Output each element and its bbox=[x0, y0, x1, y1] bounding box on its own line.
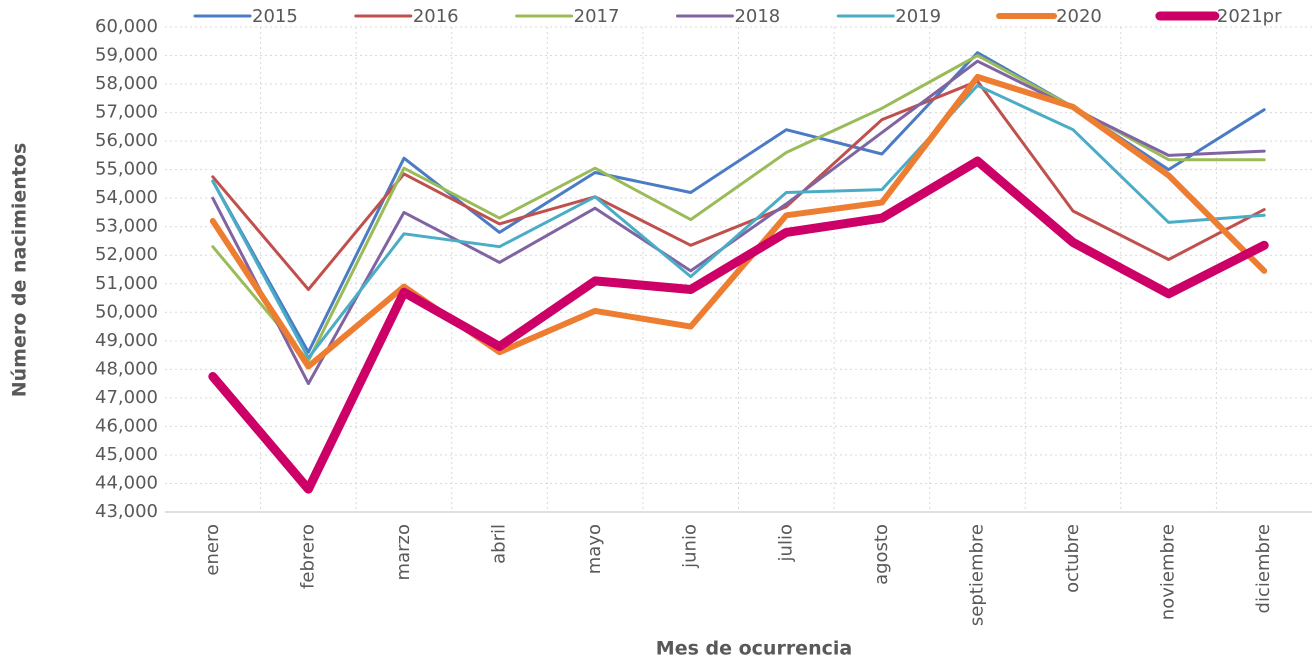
y-tick-label: 51,000 bbox=[95, 273, 158, 294]
x-tick-label: noviembre bbox=[1158, 524, 1179, 620]
x-tick-label: junio bbox=[680, 524, 701, 569]
y-tick-label: 60,000 bbox=[95, 16, 158, 37]
y-tick-label: 48,000 bbox=[95, 358, 158, 379]
x-tick-label: diciembre bbox=[1253, 524, 1274, 613]
y-tick-label: 43,000 bbox=[95, 501, 158, 522]
legend-label: 2015 bbox=[252, 6, 298, 27]
legend-label: 2020 bbox=[1056, 6, 1102, 27]
y-tick-label: 46,000 bbox=[95, 415, 158, 436]
x-tick-label: septiembre bbox=[966, 524, 987, 626]
x-tick-label: mayo bbox=[584, 524, 605, 574]
y-tick-label: 56,000 bbox=[95, 130, 158, 151]
x-tick-label: enero bbox=[202, 524, 223, 576]
y-tick-label: 52,000 bbox=[95, 244, 158, 265]
x-tick-label: abril bbox=[489, 524, 510, 564]
y-tick-label: 58,000 bbox=[95, 73, 158, 94]
y-tick-label: 45,000 bbox=[95, 444, 158, 465]
y-tick-label: 55,000 bbox=[95, 159, 158, 180]
legend-label: 2016 bbox=[413, 6, 459, 27]
legend-label: 2017 bbox=[574, 6, 620, 27]
series-line bbox=[211, 79, 1266, 291]
x-axis-title: Mes de ocurrencia bbox=[656, 638, 852, 660]
legend-label: 2018 bbox=[734, 6, 780, 27]
x-tick-label: marzo bbox=[393, 524, 414, 580]
y-tick-label: 53,000 bbox=[95, 216, 158, 237]
y-tick-label: 57,000 bbox=[95, 102, 158, 123]
y-tick-label: 44,000 bbox=[95, 472, 158, 493]
x-tick-label: febrero bbox=[297, 524, 318, 589]
y-tick-label: 49,000 bbox=[95, 330, 158, 351]
x-tick-label: octubre bbox=[1062, 524, 1083, 593]
y-tick-label: 50,000 bbox=[95, 301, 158, 322]
series-line bbox=[211, 84, 1266, 360]
y-axis-title: Número de nacimientos bbox=[9, 143, 31, 398]
legend-label: 2019 bbox=[895, 6, 941, 27]
y-tick-label: 47,000 bbox=[95, 387, 158, 408]
series-line bbox=[209, 73, 1268, 370]
y-tick-label: 54,000 bbox=[95, 187, 158, 208]
y-tick-label: 59,000 bbox=[95, 45, 158, 66]
x-tick-label: julio bbox=[775, 524, 796, 562]
series-line bbox=[208, 156, 1269, 494]
x-tick-label: agosto bbox=[871, 524, 892, 585]
legend-label: 2021pr bbox=[1217, 6, 1282, 27]
